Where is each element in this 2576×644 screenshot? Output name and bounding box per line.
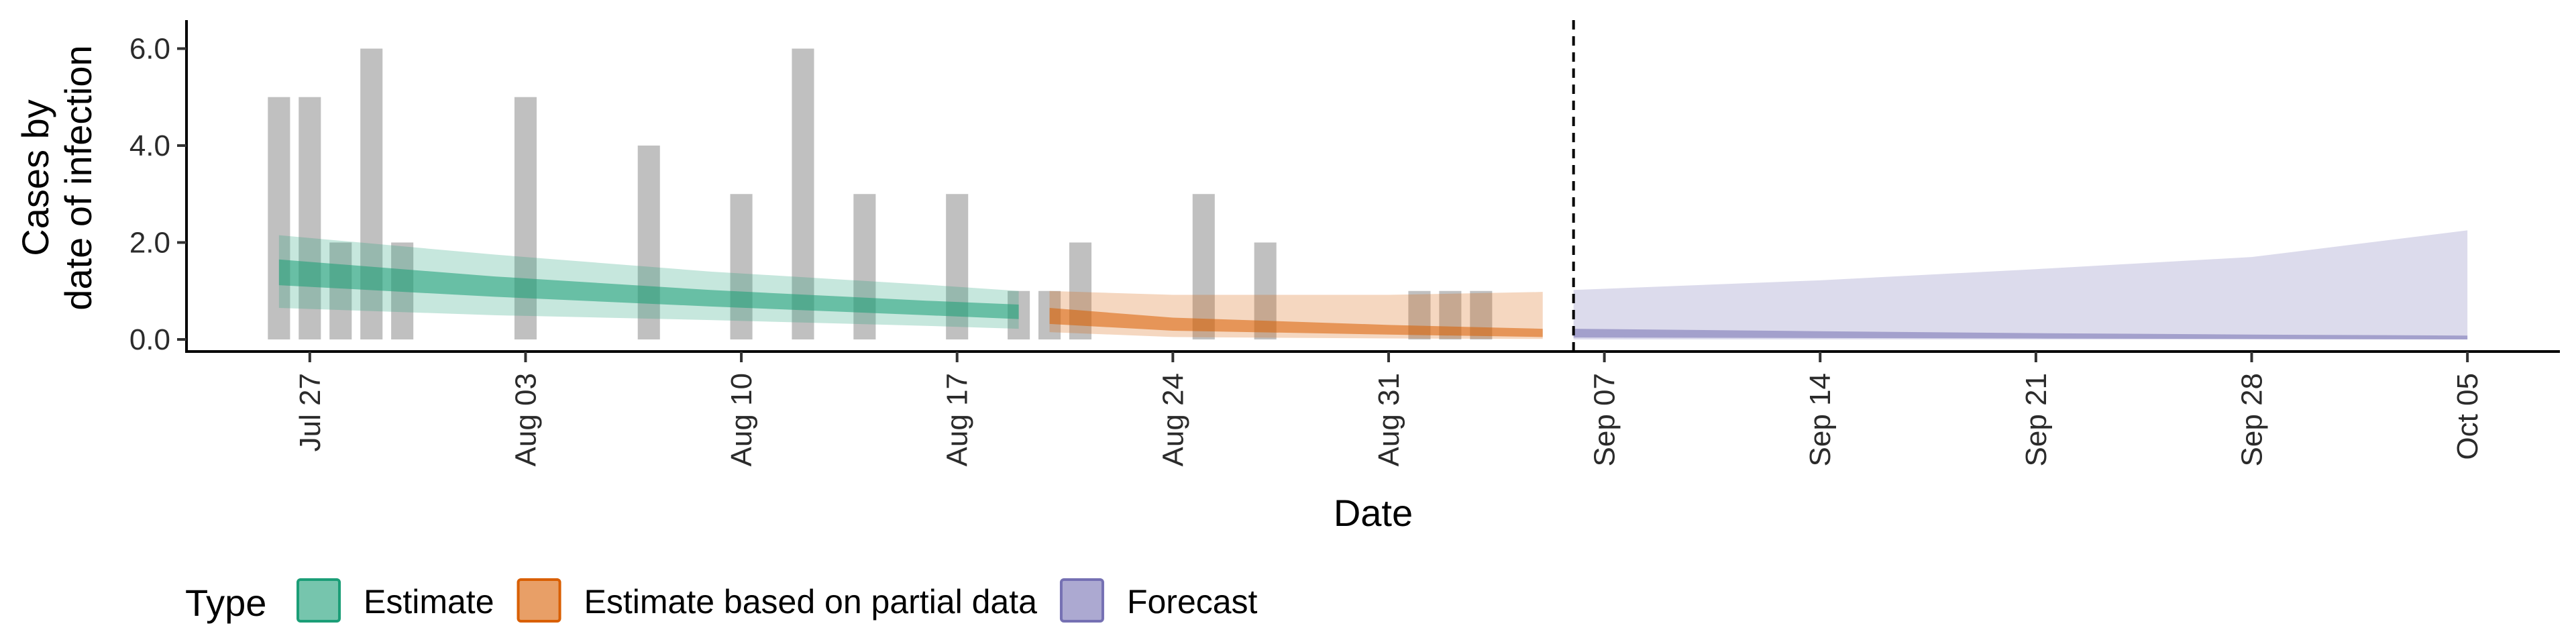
ribbon-50-forecast (1573, 329, 2468, 339)
x-axis-title: Date (1334, 492, 1413, 534)
x-ticks: Jul 27 Aug 03 Aug 10 Aug 17 Aug 24 Aug 31 Sep … (294, 352, 2484, 466)
x-tick-label-7: Sep 14 (1804, 373, 1837, 466)
case-bar-8 (792, 48, 814, 340)
case-bar-1 (299, 97, 321, 340)
legend-label-forecast: Forecast (1127, 583, 1258, 621)
x-tick-label-5: Aug 31 (1373, 373, 1405, 466)
x-tick-label-1: Aug 03 (509, 373, 542, 466)
y-ticks: 0.0 2.0 4.0 6.0 (129, 32, 186, 356)
x-tick-label-0: Jul 27 (294, 373, 327, 451)
case-bar-0 (268, 97, 290, 340)
plot-area (268, 20, 2468, 352)
x-tick-label-9: Sep 28 (2236, 373, 2269, 466)
axes: 0.0 2.0 4.0 6.0 Jul 27 Aug 03 Aug 10 Aug 17 Aug… (14, 20, 2560, 534)
y-tick-label-0: 0.0 (129, 323, 170, 356)
legend-swatch-estimate (297, 578, 341, 623)
y-tick-label-2: 4.0 (129, 129, 170, 162)
ribbon-50-estimate-based-on-partial-data (1049, 308, 1543, 337)
x-tick-label-3: Aug 17 (941, 373, 974, 466)
legend-swatch-estimate-based-on-partial-data (517, 578, 561, 623)
case-bar-2 (329, 242, 352, 339)
x-tick-label-6: Sep 07 (1589, 373, 1621, 466)
y-axis-title-line-1: Cases by (14, 99, 56, 256)
y-tick-label-3: 6.0 (129, 32, 170, 65)
legend: Type Estimate Estimate based on partial d… (185, 578, 1258, 624)
x-tick-label-2: Aug 10 (725, 373, 758, 466)
x-tick-label-10: Oct 05 (2451, 373, 2484, 460)
y-tick-label-1: 2.0 (129, 226, 170, 259)
case-bar-3 (360, 48, 383, 340)
y-axis-title-line-2: date of infection (57, 45, 99, 310)
x-tick-label-4: Aug 24 (1157, 373, 1189, 466)
ribbon-90-forecast (1573, 230, 2468, 339)
legend-label-estimate-based-on-partial-data: Estimate based on partial data (584, 583, 1038, 621)
legend-label-estimate: Estimate (364, 583, 494, 621)
x-tick-label-8: Sep 21 (2020, 373, 2053, 466)
case-bar-14 (1192, 194, 1215, 339)
case-bar-7 (730, 194, 753, 339)
case-bar-9 (853, 194, 876, 339)
legend-title: Type (185, 582, 266, 624)
case-bar-6 (637, 145, 660, 339)
legend-swatch-forecast (1059, 578, 1104, 623)
ribbon-50-estimate (278, 259, 1019, 319)
case-bar-5 (514, 97, 537, 340)
